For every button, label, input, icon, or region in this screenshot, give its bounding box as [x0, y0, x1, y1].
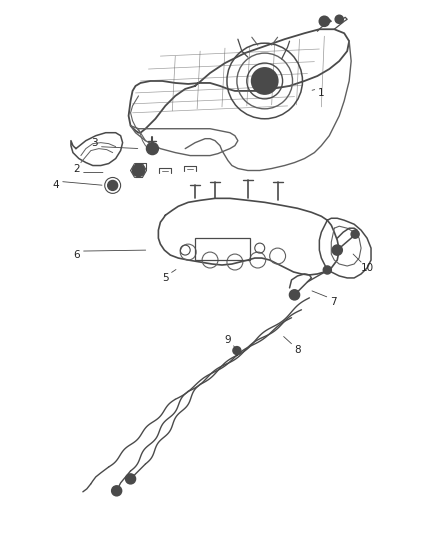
- Circle shape: [332, 245, 342, 255]
- Circle shape: [323, 266, 331, 274]
- Text: 9: 9: [225, 335, 231, 345]
- Text: 8: 8: [294, 344, 301, 354]
- Circle shape: [126, 474, 135, 484]
- Circle shape: [335, 15, 343, 23]
- Circle shape: [146, 143, 159, 155]
- Circle shape: [351, 230, 359, 238]
- Circle shape: [319, 17, 329, 26]
- Text: 10: 10: [360, 263, 374, 273]
- Text: 3: 3: [92, 138, 98, 148]
- Circle shape: [112, 486, 122, 496]
- Circle shape: [233, 346, 241, 354]
- Text: 5: 5: [162, 273, 169, 283]
- Text: 4: 4: [53, 181, 60, 190]
- Text: 1: 1: [318, 88, 325, 98]
- Bar: [195, 238, 250, 260]
- Circle shape: [133, 165, 145, 176]
- Circle shape: [290, 290, 300, 300]
- Circle shape: [251, 67, 279, 95]
- Text: 2: 2: [74, 164, 80, 174]
- Text: 7: 7: [330, 297, 336, 307]
- Text: 6: 6: [74, 250, 80, 260]
- Circle shape: [108, 181, 118, 190]
